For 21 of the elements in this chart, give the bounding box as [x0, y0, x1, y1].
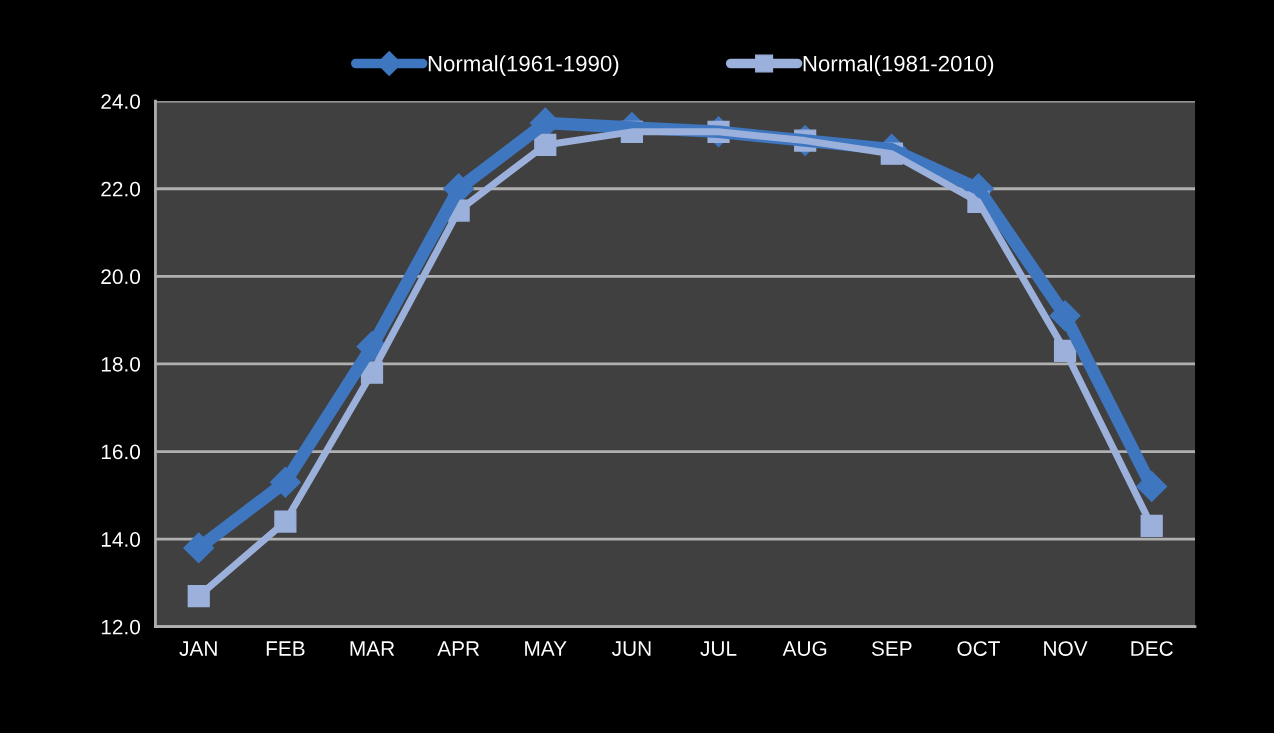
y-tick-label: 16.0	[101, 444, 141, 460]
y-tick-label: 22.0	[101, 181, 141, 197]
x-tick-label: JUN	[611, 641, 651, 656]
x-tick-label: AUG	[782, 641, 827, 656]
legend-label: Normal(1961-1990)	[428, 55, 619, 76]
x-tick-label: JAN	[179, 641, 217, 656]
x-tick-label: SEP	[871, 641, 912, 656]
x-tick-label: JUL	[700, 641, 737, 656]
x-tick-label: MAY	[525, 641, 567, 656]
y-tick-label: 12.0	[101, 619, 141, 635]
x-tick-label: DEC	[1131, 641, 1173, 656]
y-tick-label: 14.0	[101, 532, 141, 547]
y-tick-label: 20.0	[101, 269, 141, 285]
legend-label: Normal(1981-2010)	[803, 55, 994, 76]
x-tick-label: APR	[437, 641, 480, 656]
x-tick-label: NOV	[1044, 641, 1088, 656]
x-tick-label: FEB	[266, 641, 305, 656]
x-tick-label: OCT	[957, 641, 1000, 656]
x-tick-label: MAR	[350, 641, 395, 656]
y-tick-label: 18.0	[101, 356, 141, 372]
y-tick-label: 24.0	[101, 94, 141, 109]
